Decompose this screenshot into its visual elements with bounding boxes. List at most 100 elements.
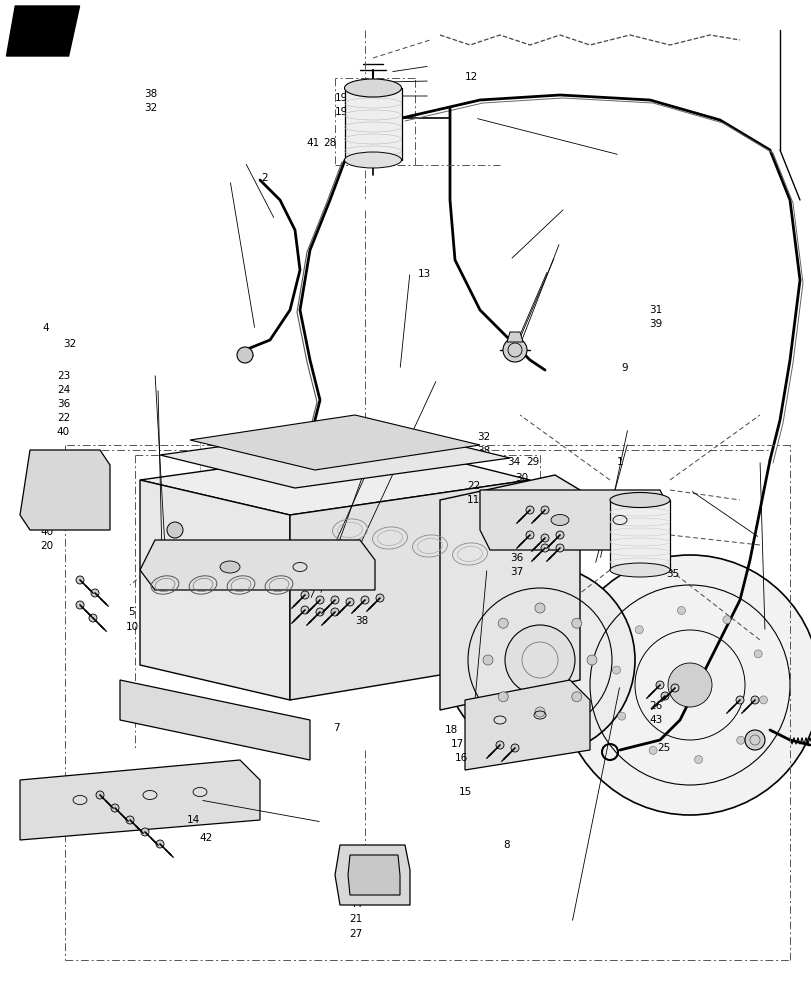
Text: 37: 37	[509, 567, 522, 577]
Text: 17: 17	[450, 739, 463, 749]
Text: 32: 32	[307, 562, 320, 572]
Text: 6: 6	[24, 485, 31, 495]
Circle shape	[693, 756, 702, 764]
Text: 31: 31	[649, 305, 662, 315]
Circle shape	[315, 596, 324, 604]
Text: 19: 19	[334, 93, 347, 103]
Circle shape	[526, 531, 534, 539]
Text: 29: 29	[526, 457, 539, 467]
Circle shape	[648, 746, 656, 754]
Circle shape	[510, 744, 518, 752]
Circle shape	[744, 730, 764, 750]
Text: 44: 44	[349, 899, 362, 909]
Polygon shape	[465, 680, 590, 770]
Circle shape	[375, 594, 384, 602]
Text: 20: 20	[41, 541, 54, 551]
Text: 43: 43	[649, 715, 662, 725]
Text: 23: 23	[57, 371, 70, 381]
Ellipse shape	[609, 492, 669, 508]
Text: 21: 21	[349, 914, 362, 924]
Text: 25: 25	[657, 743, 670, 753]
Text: 27: 27	[349, 929, 362, 939]
Circle shape	[331, 608, 338, 616]
Circle shape	[750, 696, 758, 704]
Circle shape	[586, 655, 596, 665]
Text: 11: 11	[466, 495, 479, 505]
Text: 15: 15	[458, 787, 471, 797]
Circle shape	[676, 606, 684, 614]
Circle shape	[655, 681, 663, 689]
Text: 38: 38	[477, 446, 490, 456]
Circle shape	[345, 598, 354, 606]
Circle shape	[571, 692, 581, 702]
Text: 18: 18	[444, 725, 457, 735]
Circle shape	[483, 655, 492, 665]
Polygon shape	[139, 445, 530, 515]
Circle shape	[331, 596, 338, 604]
Text: 28: 28	[323, 138, 336, 148]
Ellipse shape	[344, 79, 401, 97]
Text: 40: 40	[57, 427, 70, 437]
Polygon shape	[440, 475, 579, 710]
Text: 14: 14	[187, 815, 200, 825]
Circle shape	[556, 531, 564, 539]
Ellipse shape	[220, 561, 240, 573]
Text: 3: 3	[395, 427, 401, 437]
Circle shape	[496, 741, 504, 749]
Polygon shape	[506, 332, 522, 342]
Circle shape	[361, 596, 368, 604]
Text: 9: 9	[620, 363, 627, 373]
Circle shape	[498, 692, 508, 702]
Text: 5: 5	[128, 607, 135, 617]
Text: 36: 36	[57, 399, 70, 409]
Text: 32: 32	[144, 103, 157, 113]
Circle shape	[540, 544, 548, 552]
Circle shape	[76, 601, 84, 609]
Circle shape	[735, 696, 743, 704]
Polygon shape	[345, 88, 401, 160]
Text: 24: 24	[57, 385, 70, 395]
Circle shape	[540, 506, 548, 514]
Circle shape	[556, 544, 564, 552]
Polygon shape	[479, 490, 669, 550]
Text: 35: 35	[665, 569, 678, 579]
Polygon shape	[160, 425, 509, 488]
Circle shape	[753, 650, 762, 658]
Polygon shape	[139, 480, 290, 700]
Circle shape	[571, 618, 581, 628]
Text: 36: 36	[509, 553, 522, 563]
Text: 26: 26	[649, 701, 662, 711]
Text: 10: 10	[126, 622, 139, 632]
Circle shape	[498, 618, 508, 628]
Ellipse shape	[609, 563, 669, 577]
Polygon shape	[290, 480, 530, 700]
Circle shape	[634, 626, 642, 634]
Circle shape	[534, 707, 544, 717]
Circle shape	[76, 576, 84, 584]
Text: 22: 22	[466, 481, 479, 491]
Circle shape	[126, 816, 134, 824]
Text: ✋: ✋	[33, 959, 45, 978]
Circle shape	[611, 666, 620, 674]
Text: 2: 2	[261, 173, 268, 183]
Text: 41: 41	[307, 138, 320, 148]
Text: 13: 13	[418, 269, 431, 279]
Circle shape	[96, 791, 104, 799]
Polygon shape	[120, 680, 310, 760]
Text: 38: 38	[144, 89, 157, 99]
Polygon shape	[20, 760, 260, 840]
Polygon shape	[20, 450, 109, 530]
Circle shape	[111, 804, 119, 812]
Circle shape	[660, 692, 668, 700]
Polygon shape	[190, 415, 479, 470]
Polygon shape	[6, 6, 79, 56]
Text: 42: 42	[199, 833, 212, 843]
Text: 38: 38	[354, 616, 367, 626]
Circle shape	[315, 608, 324, 616]
Circle shape	[534, 603, 544, 613]
Text: 34: 34	[507, 457, 520, 467]
Text: 19: 19	[334, 107, 347, 117]
Circle shape	[237, 347, 253, 363]
Ellipse shape	[551, 514, 569, 526]
Circle shape	[758, 696, 766, 704]
